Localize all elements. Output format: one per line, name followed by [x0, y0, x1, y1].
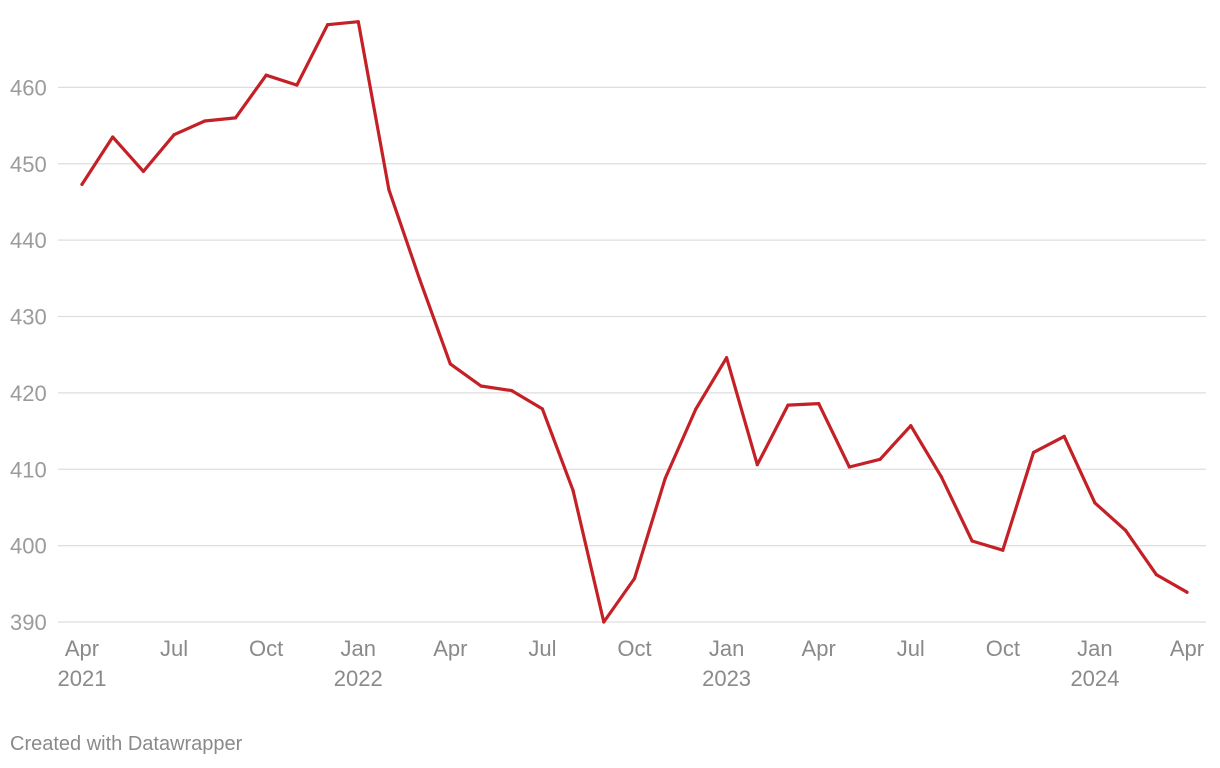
x-tick-label: Jul	[897, 636, 925, 661]
line-chart: 390 400 410 420 430 440 450 460 Apr 2021 Jul Oct Ja…	[10, 20, 1206, 691]
data-point	[141, 169, 145, 173]
x-tick-label: Apr	[433, 636, 467, 661]
data-point	[356, 20, 360, 24]
x-tick-label: Oct	[617, 636, 651, 661]
y-tick-label: 390	[10, 610, 47, 635]
x-tick-label: Jan	[709, 636, 744, 661]
y-tick-label: 450	[10, 152, 47, 177]
x-tick-year-label: 2021	[58, 666, 107, 691]
data-point	[571, 489, 575, 493]
series-layer	[80, 20, 1189, 624]
data-point	[172, 133, 176, 137]
grid-lines	[58, 86, 1206, 623]
data-point	[387, 188, 391, 192]
data-point	[724, 356, 729, 360]
y-tick-label: 420	[10, 381, 47, 406]
data-point	[295, 83, 299, 87]
credit-text: Created with Datawrapper	[10, 733, 243, 755]
x-tick-year-label: 2024	[1070, 666, 1119, 691]
x-tick-label: Oct	[986, 636, 1020, 661]
x-tick-label: Apr	[1170, 636, 1204, 661]
data-point	[602, 620, 606, 624]
data-point	[632, 576, 637, 581]
x-tick-label: Jul	[160, 636, 188, 661]
data-point	[1001, 548, 1005, 552]
data-point	[233, 116, 238, 120]
data-point	[817, 401, 821, 406]
x-tick-label: Jan	[1077, 636, 1112, 661]
data-point	[878, 457, 882, 461]
data-point	[1031, 450, 1036, 455]
data-point	[203, 119, 207, 123]
data-point	[448, 362, 452, 366]
x-tick-label: Jan	[341, 636, 376, 661]
y-tick-label: 440	[10, 228, 47, 253]
y-tick-label: 410	[10, 457, 47, 482]
data-point	[1124, 528, 1128, 532]
data-point	[909, 424, 913, 428]
x-tick-label: Apr	[65, 636, 99, 661]
y-axis: 390 400 410 420 430 440 450 460	[10, 75, 47, 635]
data-point	[325, 23, 330, 27]
data-point	[970, 539, 974, 543]
data-point	[510, 388, 514, 393]
y-tick-label: 400	[10, 534, 47, 559]
x-tick-year-label: 2022	[334, 666, 383, 691]
x-tick-label: Oct	[249, 636, 283, 661]
series-line	[80, 20, 1189, 624]
data-point	[418, 277, 422, 281]
data-point	[1154, 573, 1158, 577]
data-point	[1185, 590, 1189, 594]
data-point	[264, 73, 268, 77]
data-point	[540, 407, 545, 411]
data-point	[755, 463, 759, 467]
data-point	[694, 407, 698, 411]
data-point	[80, 182, 84, 186]
data-point	[847, 465, 851, 469]
data-point	[663, 476, 667, 481]
data-point	[1093, 501, 1097, 505]
x-tick-label: Apr	[802, 636, 836, 661]
x-tick-year-label: 2023	[702, 666, 751, 691]
x-axis: Apr 2021 Jul Oct Jan 2022 Apr Jul Oct Jan 2023 Apr J…	[58, 636, 1205, 691]
x-tick-label: Jul	[528, 636, 556, 661]
data-point	[786, 403, 790, 407]
y-tick-label: 430	[10, 305, 47, 330]
data-point	[1062, 434, 1066, 439]
data-point	[939, 475, 944, 479]
data-point	[479, 384, 483, 388]
data-point	[111, 135, 115, 139]
y-tick-label: 460	[10, 75, 47, 100]
